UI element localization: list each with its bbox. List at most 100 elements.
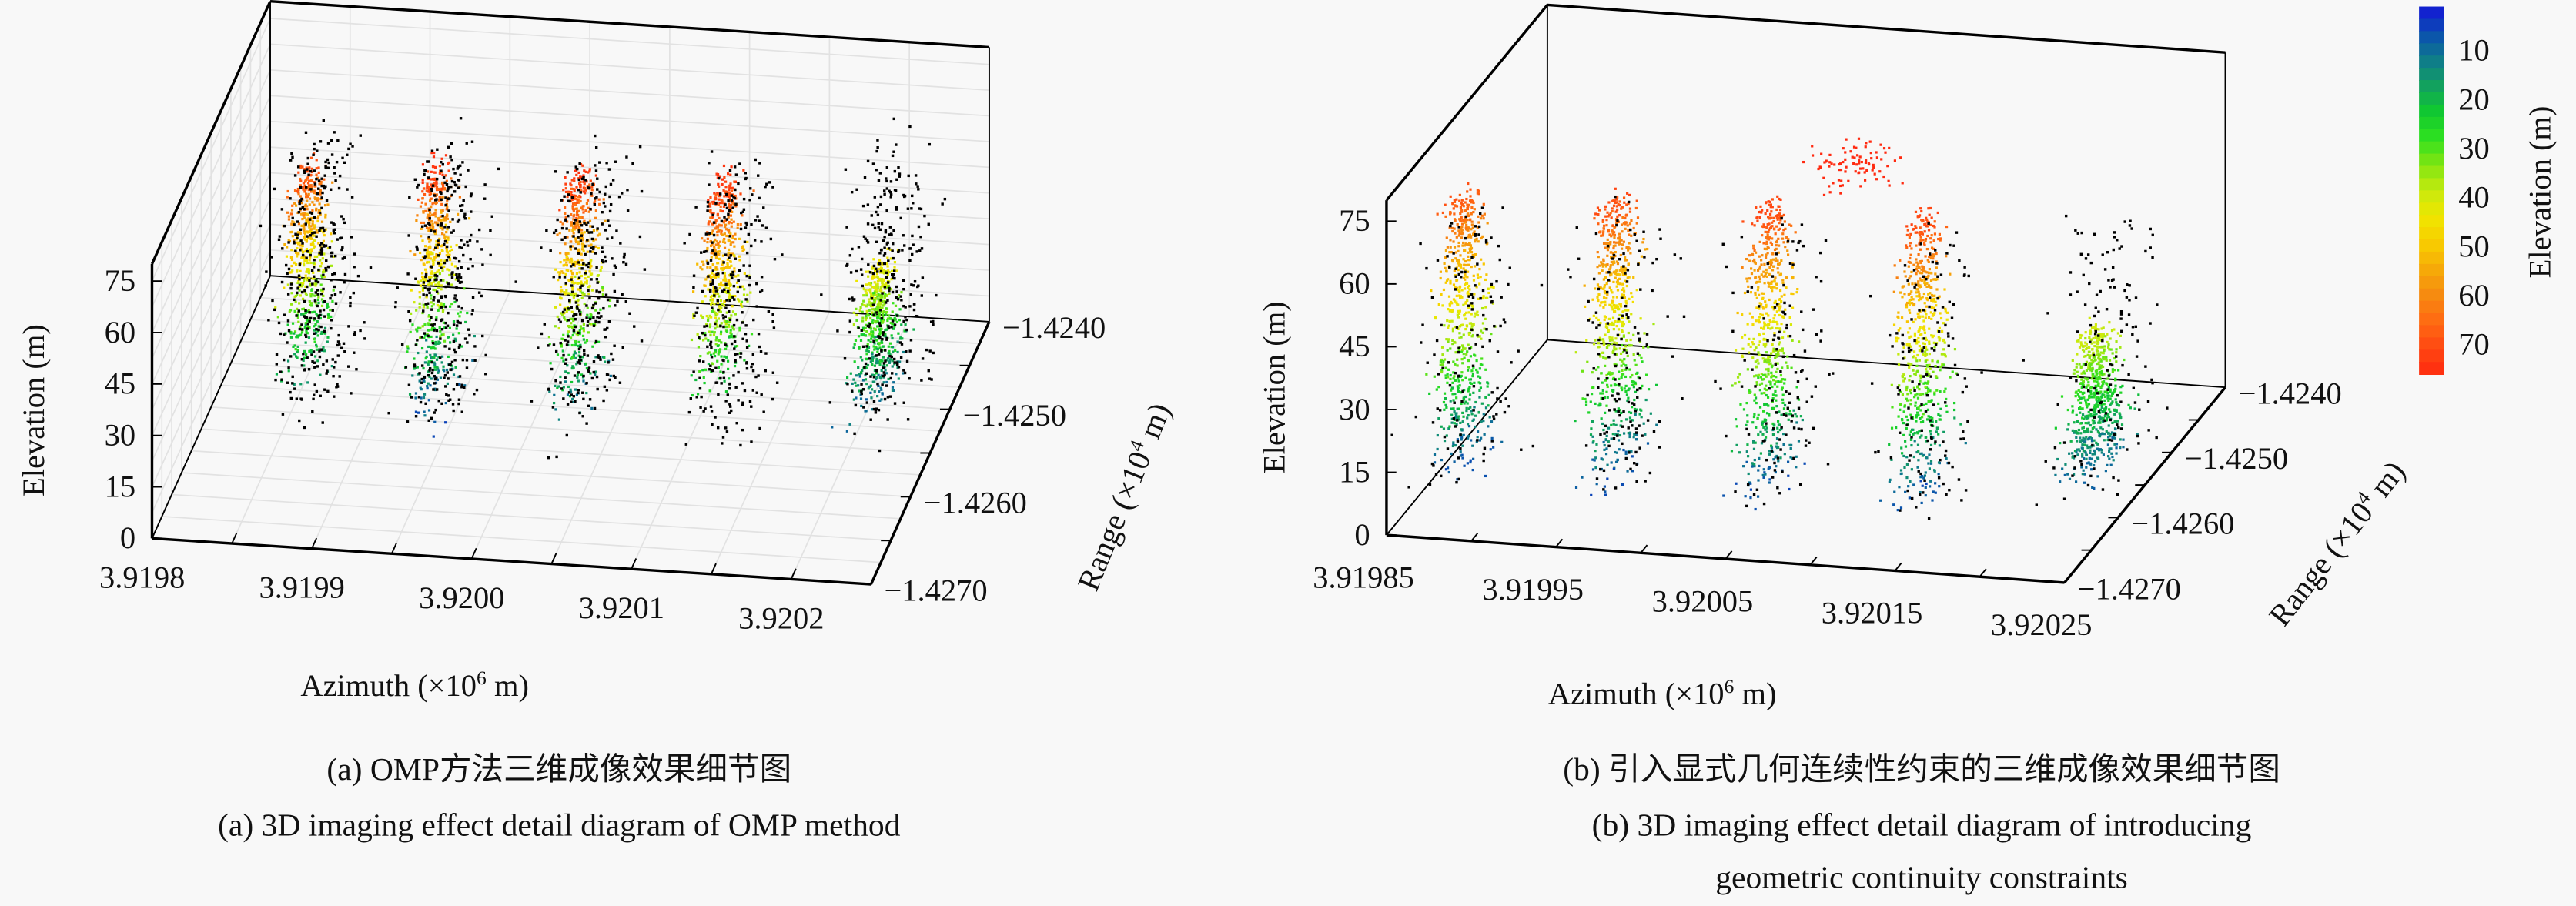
noise-point	[547, 456, 550, 460]
point	[438, 165, 441, 168]
point	[727, 216, 730, 219]
point	[720, 363, 723, 366]
point	[426, 385, 429, 388]
point	[888, 358, 892, 361]
noise-point	[450, 193, 453, 197]
noise-point	[313, 361, 316, 364]
point	[1455, 294, 1458, 297]
noise-point	[574, 301, 578, 304]
noise-point	[733, 165, 737, 169]
point	[1618, 204, 1621, 207]
point	[867, 275, 870, 278]
point	[1468, 331, 1471, 335]
noise-point	[758, 162, 761, 165]
noise-point	[447, 197, 451, 200]
noise-point	[310, 353, 313, 356]
point	[422, 396, 426, 400]
point	[309, 282, 313, 286]
point	[885, 286, 889, 289]
point	[588, 183, 591, 186]
point	[1604, 364, 1607, 367]
noise-point	[710, 356, 714, 359]
noise-point	[885, 179, 888, 183]
point	[442, 217, 445, 220]
point	[433, 152, 436, 155]
noise-point	[457, 186, 460, 189]
point	[440, 284, 443, 287]
noise-point	[688, 232, 691, 236]
point	[1487, 287, 1490, 290]
point	[455, 244, 458, 247]
noise-point	[871, 162, 875, 165]
point	[1448, 304, 1451, 307]
point	[330, 232, 333, 236]
noise-point	[935, 293, 938, 297]
noise-point	[893, 323, 897, 326]
point	[878, 306, 882, 309]
point	[855, 374, 858, 377]
point	[706, 246, 709, 250]
point	[290, 292, 293, 295]
noise-point	[703, 250, 706, 254]
point	[1449, 239, 1452, 242]
point	[448, 258, 452, 262]
noise-point	[447, 187, 450, 191]
point	[298, 241, 301, 244]
point	[1455, 198, 1458, 201]
point	[1460, 336, 1463, 339]
point	[712, 286, 715, 289]
point	[721, 284, 724, 287]
point	[1616, 208, 1619, 211]
point	[690, 374, 693, 377]
noise-point	[413, 178, 417, 181]
point	[1466, 350, 1469, 353]
noise-point	[750, 244, 753, 248]
noise-point	[333, 366, 336, 369]
point	[311, 293, 314, 296]
point	[430, 178, 433, 181]
point	[857, 384, 860, 387]
point	[728, 189, 731, 192]
noise-point	[878, 262, 882, 266]
point	[427, 409, 431, 412]
noise-point	[590, 376, 594, 380]
point	[588, 322, 591, 326]
noise-point	[293, 298, 296, 302]
point	[440, 209, 443, 212]
noise-point	[316, 149, 319, 152]
point	[601, 293, 604, 296]
noise-point	[563, 308, 567, 311]
point	[1603, 396, 1607, 400]
point	[296, 189, 299, 193]
noise-point	[303, 299, 306, 303]
noise-point	[873, 226, 877, 230]
noise-point	[446, 189, 449, 193]
noise-point	[709, 405, 713, 408]
point	[588, 270, 591, 273]
noise-point	[626, 188, 629, 192]
point	[718, 202, 721, 205]
noise-point	[463, 243, 466, 246]
point	[296, 281, 299, 285]
point	[730, 189, 734, 192]
point	[420, 272, 424, 275]
point	[326, 306, 329, 309]
noise-point	[876, 205, 880, 209]
point	[564, 190, 568, 193]
point	[1622, 293, 1625, 296]
point	[296, 345, 299, 349]
point	[1463, 244, 1466, 247]
point	[852, 398, 855, 401]
point	[430, 335, 433, 339]
point	[1466, 286, 1470, 289]
noise-point	[283, 333, 286, 336]
noise-point	[320, 242, 323, 245]
noise-point	[739, 227, 743, 231]
point	[871, 330, 875, 333]
noise-point	[340, 346, 343, 349]
point	[1467, 413, 1470, 417]
point	[433, 272, 437, 275]
point	[879, 321, 882, 324]
noise-point	[554, 379, 557, 383]
point	[432, 165, 435, 169]
